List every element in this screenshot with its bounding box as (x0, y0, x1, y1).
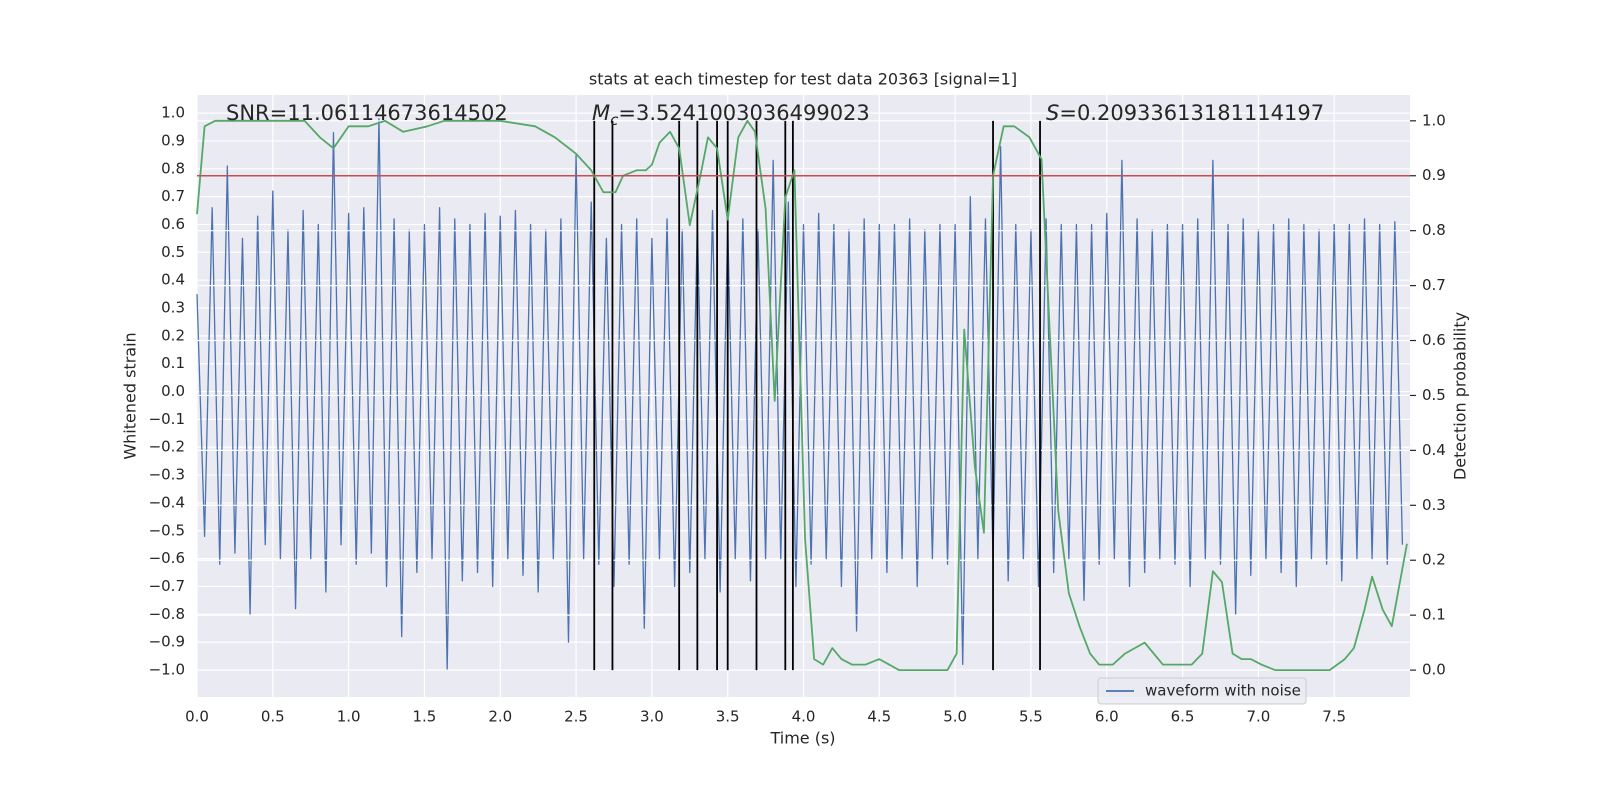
y-tick-label: 0.6 (161, 215, 185, 233)
y2-tick-label: 0.3 (1422, 496, 1446, 514)
annotation: SNR=11.06114673614502 (226, 101, 508, 125)
y2-tick-label: 0.5 (1422, 386, 1446, 404)
x-axis-label: Time (s) (769, 729, 835, 748)
annotation-text: =0.20933613181114197 (1059, 101, 1324, 125)
annotation-symbol: M (592, 101, 610, 125)
legend-label: waveform with noise (1145, 682, 1301, 700)
y-tick-label: 0.1 (161, 354, 185, 372)
y2-tick-label: 0.7 (1422, 276, 1446, 294)
y2-tick-label: 0.8 (1422, 221, 1446, 239)
y2-tick-label: 0.6 (1422, 331, 1446, 349)
annotation: Mc=3.5241003036499023 (592, 101, 870, 129)
series-line (196, 118, 1404, 671)
y-tick-label: −0.5 (149, 521, 185, 539)
y2-tick-label: 0.9 (1422, 166, 1446, 184)
y-tick-label: 0.9 (161, 131, 185, 149)
y-tick-label: 0.7 (161, 187, 185, 205)
y-tick-label: 0.4 (161, 271, 185, 289)
x-tick-label: 7.5 (1322, 708, 1346, 726)
x-tick-label: 0.5 (261, 708, 285, 726)
y2-tick-label: 1.0 (1422, 111, 1446, 129)
y-tick-label: −0.6 (149, 549, 185, 567)
annotation-subscript: c (610, 111, 619, 129)
chart-title: stats at each timestep for test data 203… (589, 70, 1017, 89)
y-tick-label: 0.3 (161, 299, 185, 317)
y-tick-label: −0.1 (149, 410, 185, 428)
x-tick-label: 2.5 (564, 708, 588, 726)
x-tick-label: 3.0 (640, 708, 664, 726)
x-tick-label: 6.0 (1095, 708, 1119, 726)
y-tick-label: −0.9 (149, 633, 185, 651)
y-tick-label: 0.8 (161, 159, 185, 177)
y-tick-label: 0.2 (161, 326, 185, 344)
y-tick-label: −1.0 (149, 660, 185, 678)
y-tick-label: −0.2 (149, 438, 185, 456)
x-tick-label: 7.0 (1246, 708, 1270, 726)
y2-axis-label: Detection probability (1451, 312, 1470, 480)
annotation-symbol: S (1046, 101, 1059, 125)
y-axis-label: Whitened strain (121, 332, 140, 459)
y-tick-label: −0.3 (149, 466, 185, 484)
y-tick-label: 0.0 (161, 382, 185, 400)
x-tick-label: 1.5 (413, 708, 437, 726)
x-tick-label: 0.0 (185, 708, 209, 726)
y-tick-label: −0.4 (149, 493, 185, 511)
x-tick-label: 4.5 (867, 708, 891, 726)
y2-tick-label: 0.2 (1422, 551, 1446, 569)
y2-tick-label: 0.0 (1422, 661, 1446, 679)
x-tick-label: 6.5 (1171, 708, 1195, 726)
annotation: S=0.20933613181114197 (1046, 101, 1324, 125)
x-tick-label: 5.5 (1019, 708, 1043, 726)
x-tick-label: 4.0 (792, 708, 816, 726)
x-tick-label: 2.0 (488, 708, 512, 726)
series-line (196, 119, 1408, 671)
x-tick-label: 1.0 (337, 708, 361, 726)
x-tick-label: 3.5 (716, 708, 740, 726)
annotation-text: =3.5241003036499023 (618, 101, 869, 125)
y-tick-label: −0.7 (149, 577, 185, 595)
x-tick-label: 5.0 (943, 708, 967, 726)
y2-tick-label: 0.4 (1422, 441, 1446, 459)
y2-tick-label: 0.1 (1422, 606, 1446, 624)
legend-box (1097, 677, 1307, 705)
y-tick-label: 0.5 (161, 243, 185, 261)
y-tick-label: 1.0 (161, 104, 185, 122)
y-tick-label: −0.8 (149, 605, 185, 623)
